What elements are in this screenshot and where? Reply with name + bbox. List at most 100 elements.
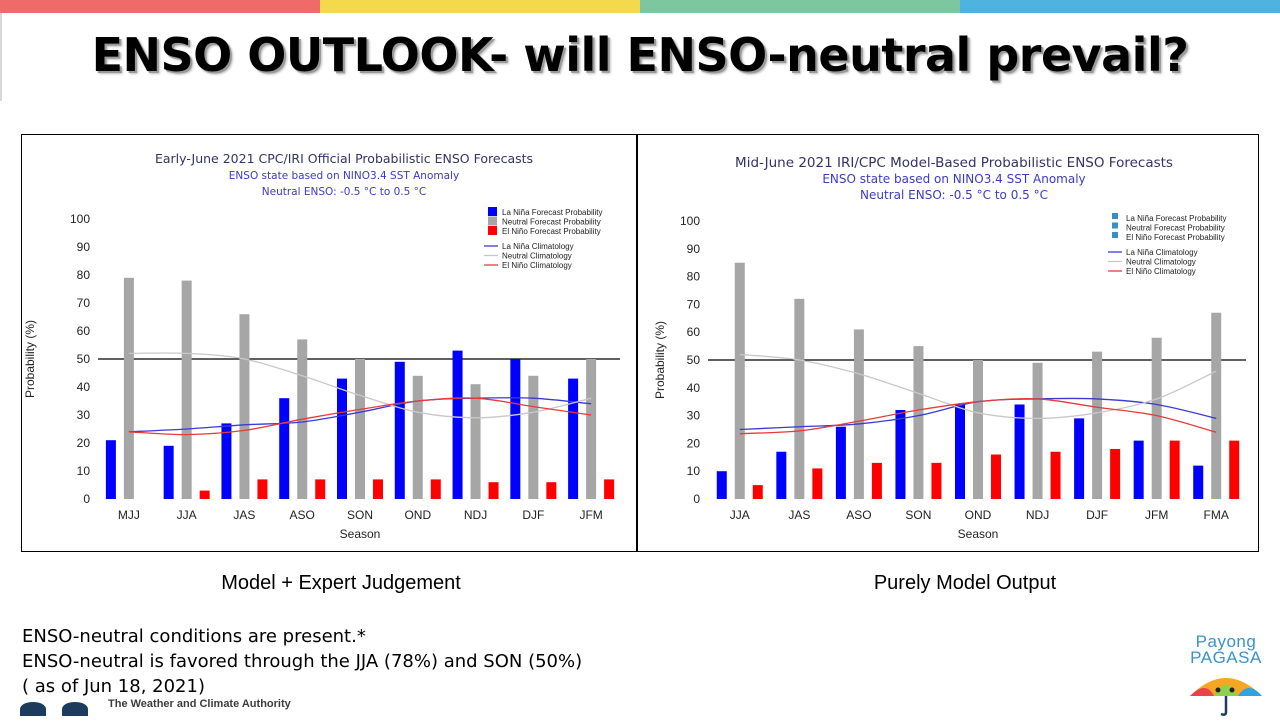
bar-neutral (794, 298, 805, 499)
bar-la-nina (895, 410, 906, 499)
x-tick-label: DJF (1086, 508, 1108, 522)
bar-la-nina (510, 359, 521, 499)
bar-la-nina (776, 451, 787, 499)
bar-neutral (470, 384, 481, 499)
chart-right: Mid-June 2021 IRI/CPC Model-Based Probab… (653, 155, 1246, 541)
x-tick-label: NDJ (1026, 508, 1049, 522)
x-tick-label: FMA (1204, 508, 1229, 522)
y-tick-label: 90 (687, 242, 701, 256)
legend-label: Neutral Forecast Probability (1126, 224, 1225, 233)
x-axis-label: Season (958, 527, 999, 541)
bar-el-nino (1229, 440, 1240, 499)
x-tick-label: JFM (1145, 508, 1168, 522)
climatology-line-el-nino (128, 397, 592, 436)
color-segment-2 (320, 0, 640, 13)
bar-neutral (123, 277, 134, 499)
color-segment-3 (640, 0, 960, 13)
bar-la-nina (1014, 404, 1025, 499)
note-line-3: ( as of Jun 18, 2021) (22, 676, 205, 697)
climatology-line-la-nina (128, 397, 592, 433)
color-segment-4 (960, 0, 1280, 13)
bar-el-nino (546, 482, 557, 499)
bar-neutral (1151, 337, 1162, 499)
bar-neutral (239, 314, 250, 499)
bar-neutral (734, 262, 745, 499)
bar-la-nina (105, 440, 116, 499)
bar-el-nino (604, 479, 615, 499)
legend-swatch (1112, 232, 1118, 238)
y-tick-label: 100 (680, 214, 700, 228)
climatology-line-el-nino (739, 398, 1217, 435)
legend-swatch (488, 226, 497, 235)
x-tick-label: SON (347, 508, 373, 522)
slide-title: ENSO OUTLOOK- will ENSO-neutral prevail? (91, 28, 1189, 82)
legend-swatch (1112, 213, 1118, 219)
x-tick-label: OND (404, 508, 431, 522)
x-tick-label: NDJ (464, 508, 487, 522)
chart-left: Early-June 2021 CPC/IRI Official Probabi… (23, 151, 620, 541)
bar-neutral (528, 375, 539, 499)
chart-subtitle: Neutral ENSO: -0.5 °C to 0.5 °C (262, 186, 426, 198)
footer-text: The Weather and Climate Authority (108, 698, 291, 710)
legend-swatch (1112, 222, 1118, 229)
umbrella-icon (1190, 678, 1262, 716)
bar-neutral (412, 375, 423, 499)
legend-label: El Niño Forecast Probability (1126, 233, 1225, 242)
bar-el-nino (812, 468, 823, 499)
bar-la-nina (1074, 418, 1085, 499)
y-tick-label: 50 (687, 353, 701, 367)
legend-label: La Niña Forecast Probability (1126, 214, 1227, 223)
bar-la-nina (163, 445, 174, 499)
x-axis-label: Season (340, 527, 381, 541)
legend-label: Neutral Climatology (1126, 258, 1196, 267)
x-tick-label: JAS (233, 508, 255, 522)
x-tick-label: JJA (730, 508, 750, 522)
bar-neutral (853, 329, 864, 499)
bar-neutral (586, 359, 597, 499)
caption-right: Purely Model Output (873, 572, 1057, 594)
bar-el-nino (1110, 448, 1121, 499)
bar-el-nino (931, 462, 942, 499)
bar-el-nino (871, 462, 882, 499)
y-tick-label: 100 (70, 212, 90, 226)
chart-panel-left: Early-June 2021 CPC/IRI Official Probabi… (21, 134, 637, 552)
chart-subtitle: Neutral ENSO: -0.5 °C to 0.5 °C (860, 188, 1048, 202)
y-tick-label: 60 (77, 324, 91, 338)
legend-swatch (488, 216, 497, 226)
y-axis-label: Probability (%) (653, 321, 667, 399)
bar-neutral (1032, 362, 1043, 499)
footer-logo-icon (62, 702, 88, 716)
y-tick-label: 0 (83, 492, 90, 506)
bar-neutral (1092, 351, 1103, 499)
notes-block: ENSO-neutral conditions are present.* EN… (22, 624, 582, 699)
bar-la-nina (337, 378, 347, 499)
y-tick-label: 40 (687, 381, 701, 395)
bar-la-nina (452, 350, 463, 499)
bar-la-nina (279, 398, 290, 499)
legend-swatch (488, 207, 497, 216)
bar-la-nina (1133, 440, 1144, 499)
payong-pagasa-logo: Payong PAGASA (1176, 633, 1276, 720)
bar-el-nino (1169, 440, 1180, 499)
bar-la-nina (716, 471, 727, 499)
legend-label: El Niño Climatology (1126, 267, 1196, 276)
x-tick-label: OND (965, 508, 992, 522)
bar-el-nino (991, 454, 1001, 499)
chart-subtitle: ENSO state based on NINO3.4 SST Anomaly (229, 170, 459, 182)
y-tick-label: 10 (687, 464, 701, 478)
y-tick-label: 0 (693, 492, 700, 506)
x-tick-label: JFM (579, 508, 602, 522)
bar-el-nino (488, 482, 499, 499)
y-tick-label: 70 (687, 297, 701, 311)
bar-neutral (973, 360, 983, 499)
legend-label: La Niña Forecast Probability (502, 208, 603, 217)
bar-neutral (913, 346, 924, 499)
bar-el-nino (1050, 451, 1061, 499)
chart-subtitle: ENSO state based on NINO3.4 SST Anomaly (822, 172, 1085, 186)
y-tick-label: 40 (77, 380, 91, 394)
bar-el-nino (373, 479, 383, 499)
legend-label: Neutral Forecast Probability (502, 218, 601, 227)
bar-el-nino (752, 485, 763, 499)
chart-panel-right: Mid-June 2021 IRI/CPC Model-Based Probab… (637, 134, 1259, 552)
y-tick-label: 60 (687, 325, 701, 339)
